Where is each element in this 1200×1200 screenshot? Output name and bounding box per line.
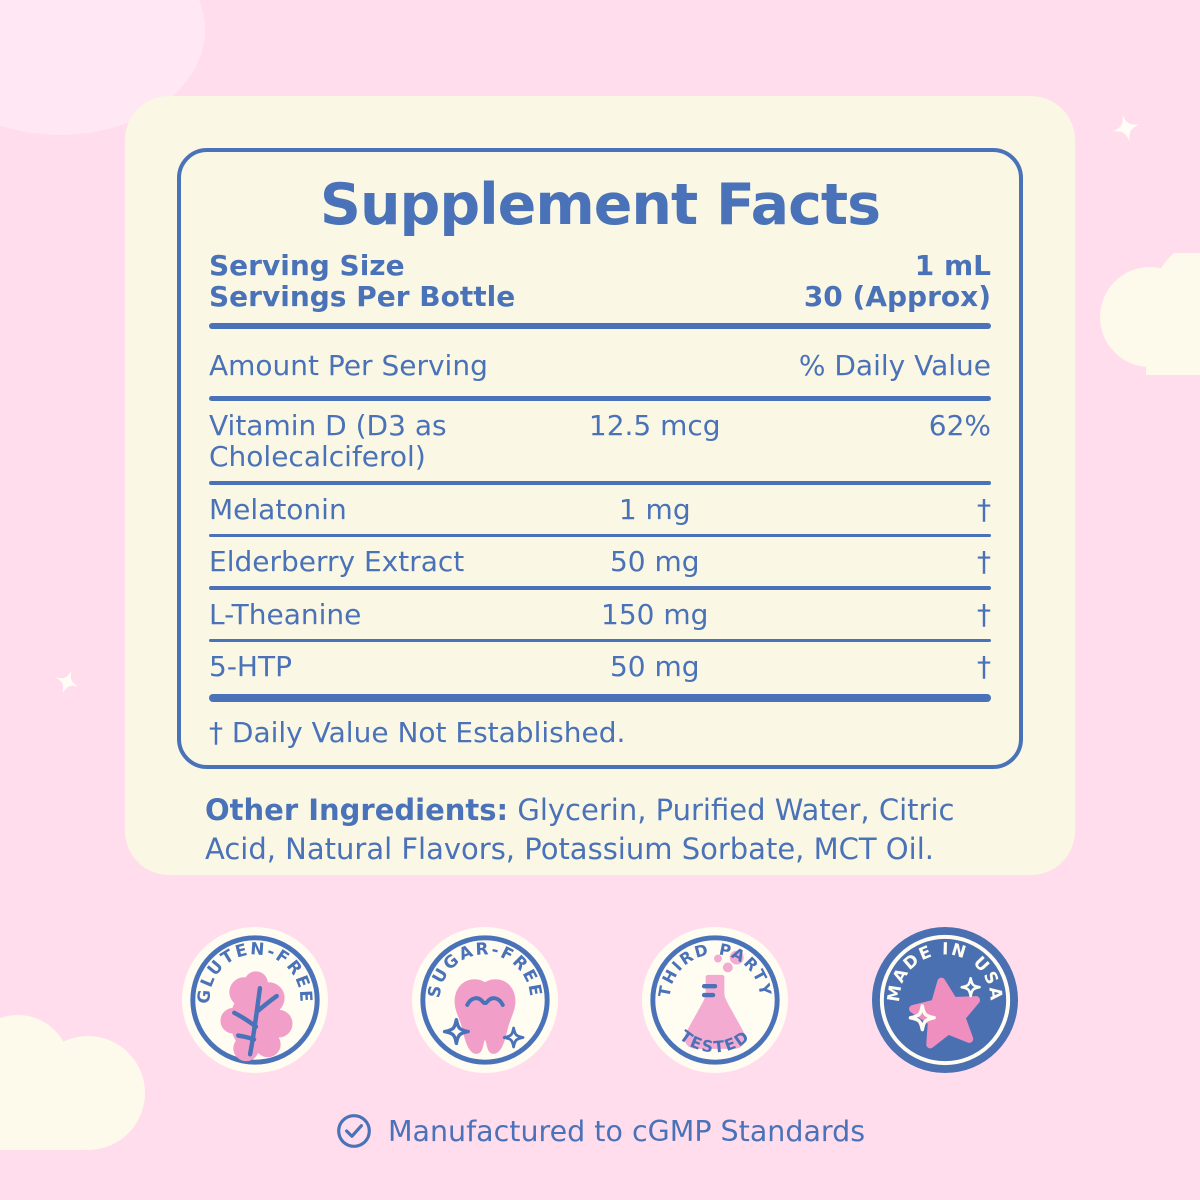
ingredient-name: L-Theanine [209, 597, 362, 631]
divider [209, 481, 991, 485]
cgmp-footer-text: Manufactured to cGMP Standards [387, 1114, 866, 1148]
ingredient-name: Elderberry Extract [209, 545, 465, 578]
other-ingredients-text: Glycerin, Purified Water, Citric Acid, N… [205, 793, 955, 866]
serving-size-row: Serving Size 1 mL [209, 250, 991, 281]
servings-per-bottle-label: Servings Per Bottle [209, 280, 516, 313]
divider [209, 694, 991, 702]
other-ingredients: Other Ingredients: Glycerin, Purified Wa… [205, 791, 995, 869]
table-row: Vitamin D (D3 as Cholecalciferol) 12.5 m… [209, 401, 991, 481]
ingredient-amount: 50 mg [609, 650, 700, 683]
ingredient-amount: 150 mg [601, 597, 709, 631]
supplement-facts-panel: Supplement Facts Serving Size 1 mL Servi… [177, 148, 1023, 769]
made-in-usa-badge: MADE IN USA [871, 926, 1019, 1074]
servings-per-bottle-value: 30 (Approx) [803, 280, 991, 313]
ingredient-amount: 50 mg [609, 545, 700, 578]
daily-value-header: % Daily Value [798, 349, 991, 382]
divider [209, 638, 991, 642]
table-header: Amount Per Serving % Daily Value [209, 338, 991, 396]
sparkle-icon [1112, 114, 1140, 142]
gluten-free-badge: GLUTEN-FREE [181, 926, 329, 1074]
ingredient-amount: 1 mg [618, 492, 691, 526]
other-ingredients-label: Other Ingredients: [205, 793, 509, 827]
serving-size-value: 1 mL [914, 249, 991, 282]
check-circle-icon [337, 1114, 371, 1148]
tooth-icon [442, 979, 525, 1054]
ingredient-name: Melatonin [209, 492, 347, 526]
ingredient-dv: † [976, 650, 991, 683]
ingredient-dv: † [976, 492, 991, 526]
badge-row: GLUTEN-FREE SUGAR-FREE [0, 926, 1200, 1074]
third-party-tested-badge: THIRD PARTY TESTED [641, 926, 789, 1074]
cgmp-footer: Manufactured to cGMP Standards [0, 1112, 1200, 1150]
label-card: Supplement Facts Serving Size 1 mL Servi… [125, 96, 1075, 875]
amount-header: Amount Per Serving [209, 349, 488, 382]
serving-size-label: Serving Size [209, 249, 405, 282]
leaf-icon [220, 971, 293, 1062]
divider [209, 396, 991, 401]
page-title: Supplement Facts [319, 172, 881, 238]
table-row: Elderberry Extract 50 mg † [209, 537, 991, 586]
table-row: 5-HTP 50 mg † [209, 642, 991, 691]
cloud-icon [0, 1015, 145, 1150]
sparkle-icon [908, 976, 981, 1032]
sparkle-icon [55, 670, 79, 694]
cloud-icon [1100, 253, 1200, 375]
daily-value-footnote: † Daily Value Not Established. [209, 716, 626, 749]
ingredient-name: Vitamin D (D3 as Cholecalciferol) [209, 409, 447, 473]
sugar-free-badge: SUGAR-FREE [411, 926, 559, 1074]
ingredient-dv: † [976, 545, 991, 578]
servings-per-bottle-row: Servings Per Bottle 30 (Approx) [209, 281, 991, 312]
table-row: L-Theanine 150 mg † [209, 590, 991, 639]
divider [209, 323, 991, 329]
divider [209, 586, 991, 590]
ingredient-name: 5-HTP [209, 650, 292, 683]
ingredient-amount: 12.5 mcg [588, 409, 721, 442]
flask-icon [684, 950, 746, 1049]
divider [209, 533, 991, 537]
table-row: Melatonin 1 mg † [209, 485, 991, 534]
ingredient-dv: † [976, 597, 991, 631]
ingredient-dv: 62% [928, 409, 991, 442]
